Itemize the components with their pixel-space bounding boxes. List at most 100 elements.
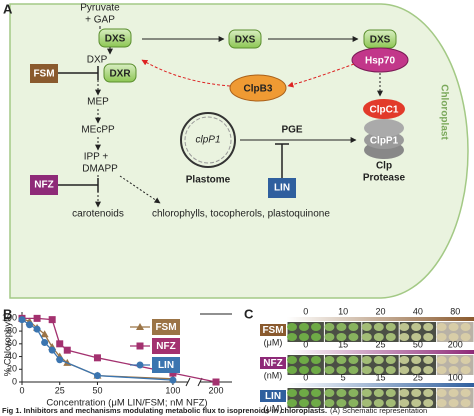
inhibitor-label: FSM bbox=[262, 325, 283, 336]
plant bbox=[385, 399, 396, 407]
concentration-label: 40 bbox=[413, 306, 423, 316]
unit-label: (μM) bbox=[264, 403, 283, 413]
plant bbox=[385, 333, 396, 341]
concentration-label: 0 bbox=[303, 339, 308, 349]
plant bbox=[436, 389, 447, 397]
plant bbox=[324, 333, 335, 341]
inhibitor-label: NFZ bbox=[263, 358, 282, 369]
plant bbox=[311, 356, 321, 364]
y-tick-label: 20 bbox=[7, 364, 17, 374]
plant bbox=[436, 366, 447, 374]
caption-title: Fig 1. Inhibitors and mechanisms modulat… bbox=[2, 406, 327, 415]
inhibitor-box bbox=[260, 324, 286, 336]
inhibitor: NFZ bbox=[34, 180, 53, 191]
plant bbox=[460, 356, 471, 364]
plant bbox=[373, 366, 384, 374]
series-line bbox=[21, 317, 173, 380]
plant bbox=[448, 356, 459, 364]
panel-label: C bbox=[244, 306, 254, 321]
plant bbox=[399, 366, 410, 374]
plant bbox=[311, 333, 321, 341]
plant bbox=[399, 323, 410, 331]
legend-box bbox=[152, 357, 180, 373]
plant bbox=[436, 323, 447, 331]
panel-a: A Pyruvate + GAP DXS DXP DXR FSM MEP MEc… bbox=[3, 1, 469, 299]
plant bbox=[448, 366, 459, 374]
marker bbox=[33, 314, 41, 322]
arrow bbox=[119, 175, 161, 204]
marker bbox=[18, 316, 26, 324]
plant bbox=[373, 333, 384, 341]
plant bbox=[448, 333, 459, 341]
metabolite: IPP + bbox=[84, 152, 109, 163]
plant bbox=[423, 323, 434, 331]
plant bbox=[299, 389, 309, 397]
plant bbox=[361, 366, 372, 374]
plant bbox=[311, 399, 321, 407]
protease-label: ClpC1 bbox=[370, 105, 399, 116]
plant bbox=[423, 366, 434, 374]
marker bbox=[26, 321, 34, 329]
plant bbox=[460, 389, 471, 397]
marker bbox=[56, 340, 64, 348]
plant bbox=[287, 366, 297, 374]
legend-marker bbox=[136, 361, 144, 369]
plant bbox=[411, 333, 422, 341]
inhibitor-label: LIN bbox=[265, 391, 281, 402]
marker bbox=[212, 378, 220, 386]
legend-marker bbox=[136, 342, 144, 350]
marker bbox=[169, 376, 177, 384]
chaperone bbox=[351, 47, 409, 73]
plant bbox=[299, 333, 309, 341]
plant bbox=[361, 333, 372, 341]
concentration-label: 80 bbox=[450, 306, 460, 316]
metabolite: MEP bbox=[87, 97, 109, 108]
process: PGE bbox=[281, 125, 302, 136]
metabolite: + GAP bbox=[85, 15, 115, 26]
plant bbox=[336, 366, 347, 374]
plant bbox=[448, 399, 459, 407]
plant bbox=[287, 389, 297, 397]
chaperone-label: Hsp70 bbox=[365, 56, 395, 67]
plant bbox=[399, 356, 410, 364]
legend-label: FSM bbox=[155, 322, 176, 333]
x-tick-label: 100 bbox=[165, 385, 180, 395]
plant bbox=[460, 333, 471, 341]
plant bbox=[348, 389, 359, 397]
plant bbox=[287, 356, 297, 364]
metabolite: DXP bbox=[87, 55, 108, 66]
plant bbox=[373, 399, 384, 407]
legend-marker bbox=[136, 323, 144, 330]
y-tick-label: 0 bbox=[12, 376, 17, 386]
plant bbox=[348, 333, 359, 341]
metabolite: carotenoids bbox=[72, 209, 124, 220]
plant bbox=[336, 333, 347, 341]
concentration-label: 0 bbox=[303, 306, 308, 316]
y-axis-title: % Chlorophyll bbox=[3, 318, 14, 377]
plant bbox=[348, 366, 359, 374]
concentration-label: 0 bbox=[303, 372, 308, 382]
plant bbox=[460, 366, 471, 374]
protease-ring bbox=[364, 119, 404, 137]
plant bbox=[311, 323, 321, 331]
concentration-label: 5 bbox=[341, 372, 346, 382]
inhibitor-box bbox=[30, 64, 58, 83]
marker bbox=[169, 369, 177, 377]
plant bbox=[385, 366, 396, 374]
inhibitor-box bbox=[30, 175, 58, 195]
y-tick-label: 100 bbox=[2, 313, 17, 323]
series-line bbox=[21, 319, 173, 381]
y-tick-label: 40 bbox=[7, 351, 17, 361]
plant bbox=[448, 389, 459, 397]
marker bbox=[63, 346, 71, 354]
concentration-label: 20 bbox=[375, 306, 385, 316]
chaperone-label: ClpB3 bbox=[244, 84, 273, 95]
enzyme-box bbox=[98, 28, 132, 48]
marker bbox=[93, 372, 101, 380]
plant bbox=[311, 366, 321, 374]
plant bbox=[299, 356, 309, 364]
enzyme: DXS bbox=[105, 34, 126, 45]
plant bbox=[324, 366, 335, 374]
